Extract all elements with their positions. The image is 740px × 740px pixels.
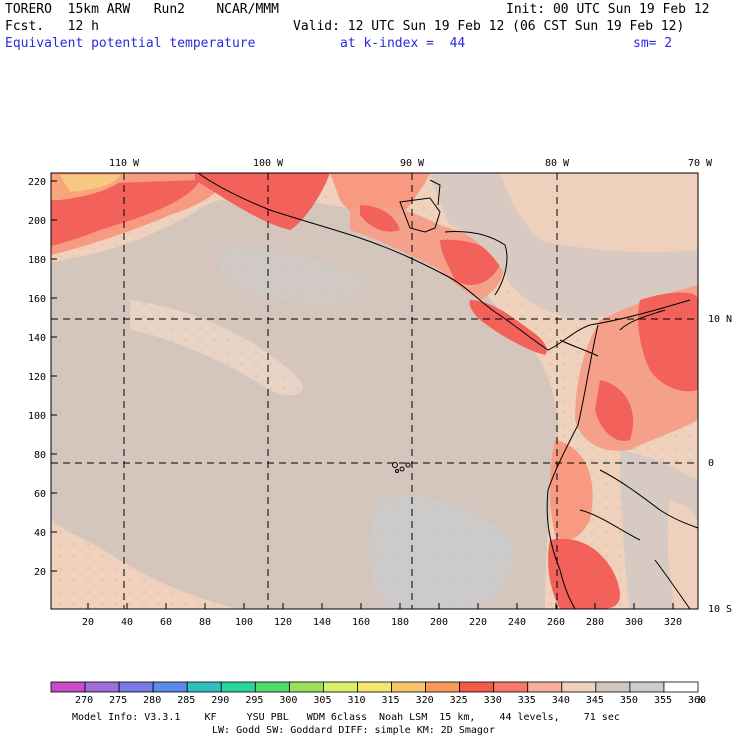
map-frame <box>50 172 699 610</box>
colorbar-swatch <box>254 681 290 693</box>
field-shading <box>51 173 698 609</box>
y-tick-label: 180 <box>28 255 46 266</box>
colorbar-label: 270 <box>75 695 94 706</box>
x-tick-label: 60 <box>160 617 172 628</box>
colorbar-swatch <box>527 681 563 693</box>
lon-label: 80 W <box>545 158 570 169</box>
colorbar-swatch <box>186 681 222 693</box>
x-tick-label: 40 <box>121 617 133 628</box>
colorbar-label: 335 <box>517 695 536 706</box>
colorbar-label: 360 <box>688 695 707 706</box>
colorbar-label: 285 <box>177 695 196 706</box>
colorbar-swatch <box>493 681 529 693</box>
colorbar-swatch <box>391 681 426 693</box>
x-tick-label: 20 <box>82 617 94 628</box>
x-tick-label: 140 <box>313 617 331 628</box>
y-tick-label: 60 <box>34 489 46 500</box>
colorbar-label: 345 <box>585 695 604 706</box>
colorbar-swatch <box>425 681 461 693</box>
x-tick-label: 220 <box>469 617 487 628</box>
colorbar-swatch <box>118 681 154 693</box>
colorbar-swatch <box>288 681 324 693</box>
colorbar-swatch <box>50 681 86 693</box>
colorbar-label: 330 <box>483 695 502 706</box>
colorbar-label: 320 <box>415 695 434 706</box>
coastlines <box>197 173 698 609</box>
forecast-hour: Fcst. 12 h <box>5 19 99 34</box>
colorbar-label: 325 <box>449 695 468 706</box>
field-name: Equivalent potential temperature <box>5 36 256 51</box>
x-tick-label: 80 <box>199 617 211 628</box>
x-tick-label: 260 <box>547 617 565 628</box>
colorbar-label: 355 <box>653 695 672 706</box>
init-time: Init: 00 UTC Sun 19 Feb 12 <box>506 2 710 17</box>
map-figure: 110 W 100 W 90 W 80 W 70 W 10 N 0 10 S 2… <box>28 158 732 693</box>
y-tick-label: 80 <box>34 450 46 461</box>
colorbar-swatch <box>323 681 358 693</box>
x-ticks: 20 40 60 80 100 120 140 160 180 200 220 240 260 280 30… <box>82 603 682 628</box>
lat-label: 10 N <box>708 314 732 325</box>
colorbar-swatch <box>595 681 631 693</box>
x-tick-label: 300 <box>625 617 643 628</box>
colorbar-label: 310 <box>347 695 366 706</box>
y-ticks: 220 200 180 160 140 120 100 80 60 40 20 <box>28 177 57 578</box>
colorbar-label: 295 <box>245 695 264 706</box>
colorbar-label: 315 <box>381 695 400 706</box>
lon-label: 70 W <box>688 158 713 169</box>
x-tick-label: 200 <box>430 617 448 628</box>
colorbar-label: 305 <box>313 695 332 706</box>
x-tick-label: 280 <box>586 617 604 628</box>
graticule <box>51 173 698 609</box>
smoothing-label: sm= 2 <box>633 36 673 51</box>
y-tick-label: 120 <box>28 372 46 383</box>
colorbar-label: 275 <box>109 695 128 706</box>
lon-label: 100 W <box>253 158 284 169</box>
colorbar-swatch <box>220 681 256 693</box>
colorbar-label: 290 <box>211 695 230 706</box>
colorbar-swatch <box>561 681 597 693</box>
y-tick-label: 20 <box>34 567 46 578</box>
colorbar <box>50 681 699 693</box>
y-tick-label: 220 <box>28 177 46 188</box>
run-title: TORERO 15km ARW Run2 NCAR/MMM <box>5 2 279 17</box>
colorbar-swatch <box>459 681 495 693</box>
colorbar-label: 300 <box>279 695 298 706</box>
colorbar-swatch <box>663 681 699 693</box>
y-tick-label: 160 <box>28 294 46 305</box>
colorbar-swatch <box>84 681 120 693</box>
model-info: Model Info: V3.3.1 KF YSU PBL WDM 6class… <box>72 712 620 723</box>
lon-label: 110 W <box>109 158 140 169</box>
level-index: at k-index = 44 <box>340 36 466 51</box>
x-tick-label: 160 <box>352 617 370 628</box>
valid-time: Valid: 12 UTC Sun 19 Feb 12 (06 CST Sun … <box>293 19 685 34</box>
x-tick-label: 320 <box>664 617 682 628</box>
y-tick-label: 100 <box>28 411 46 422</box>
colorbar-label: 280 <box>143 695 162 706</box>
colorbar-swatch <box>629 681 665 693</box>
colorbar-unit: K <box>698 695 705 706</box>
colorbar-label: 350 <box>619 695 638 706</box>
x-tick-label: 120 <box>274 617 292 628</box>
lon-label: 90 W <box>400 158 425 169</box>
x-tick-label: 100 <box>235 617 253 628</box>
lat-label: 10 S <box>708 604 732 615</box>
x-tick-label: 240 <box>508 617 526 628</box>
colorbar-swatch <box>152 681 188 693</box>
lat-label: 0 <box>708 458 714 469</box>
y-tick-label: 40 <box>34 528 46 539</box>
y-tick-label: 200 <box>28 216 46 227</box>
colorbar-label: 340 <box>551 695 570 706</box>
physics-info: LW: Godd SW: Goddard DIFF: simple KM: 2D… <box>212 725 495 736</box>
x-tick-label: 180 <box>391 617 409 628</box>
colorbar-swatch <box>357 681 392 693</box>
y-tick-label: 140 <box>28 333 46 344</box>
